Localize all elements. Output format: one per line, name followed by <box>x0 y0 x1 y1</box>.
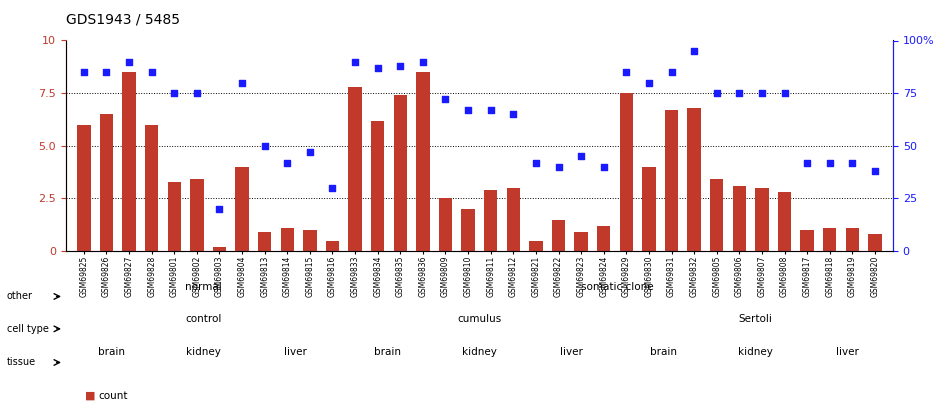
Text: GDS1943 / 5485: GDS1943 / 5485 <box>66 12 180 26</box>
Bar <box>280 228 294 251</box>
Point <box>438 96 453 103</box>
Bar <box>732 186 746 251</box>
Bar <box>619 93 633 251</box>
Point <box>76 69 91 75</box>
Bar <box>326 241 339 251</box>
Text: somatic clone: somatic clone <box>581 281 653 292</box>
Point <box>393 62 408 69</box>
Point <box>348 58 363 65</box>
Bar <box>167 181 181 251</box>
Point <box>325 185 340 191</box>
Bar <box>529 241 542 251</box>
Bar <box>642 167 656 251</box>
Bar <box>507 188 520 251</box>
Text: Sertoli: Sertoli <box>738 314 772 324</box>
Text: cell type: cell type <box>7 324 49 334</box>
Text: brain: brain <box>650 347 677 357</box>
Text: brain: brain <box>99 347 125 357</box>
Point <box>280 160 295 166</box>
Bar <box>755 188 769 251</box>
Bar <box>846 228 859 251</box>
Point <box>506 111 521 117</box>
Text: liver: liver <box>284 347 307 357</box>
Point <box>822 160 838 166</box>
Point <box>596 164 611 170</box>
Text: liver: liver <box>836 347 858 357</box>
Point <box>777 90 792 96</box>
Point <box>845 160 860 166</box>
Bar <box>439 198 452 251</box>
Point <box>212 206 227 212</box>
Text: liver: liver <box>560 347 583 357</box>
Point <box>686 48 701 54</box>
Point <box>551 164 566 170</box>
Point <box>619 69 634 75</box>
Bar <box>777 192 791 251</box>
Text: tissue: tissue <box>7 358 36 367</box>
Bar <box>462 209 475 251</box>
Point <box>528 160 543 166</box>
Bar <box>258 232 272 251</box>
Point <box>641 79 656 86</box>
Bar <box>349 87 362 251</box>
Point <box>121 58 136 65</box>
Point <box>800 160 815 166</box>
Bar <box>687 108 701 251</box>
Bar <box>303 230 317 251</box>
Text: count: count <box>99 391 128 401</box>
Point <box>370 65 385 71</box>
Bar <box>552 220 565 251</box>
Bar <box>416 72 430 251</box>
Bar <box>822 228 837 251</box>
Point <box>732 90 747 96</box>
Point <box>664 69 679 75</box>
Point <box>303 149 318 156</box>
Text: normal: normal <box>185 281 222 292</box>
Text: kidney: kidney <box>738 347 773 357</box>
Bar <box>574 232 588 251</box>
Point <box>189 90 204 96</box>
Text: kidney: kidney <box>462 347 497 357</box>
Text: cumulus: cumulus <box>457 314 502 324</box>
Point <box>166 90 181 96</box>
Point <box>235 79 250 86</box>
Point <box>415 58 431 65</box>
Point <box>144 69 159 75</box>
Point <box>461 107 476 113</box>
Bar <box>77 125 90 251</box>
Point <box>483 107 498 113</box>
Point <box>573 153 588 160</box>
Bar <box>597 226 610 251</box>
Point <box>755 90 770 96</box>
Bar <box>190 179 204 251</box>
Bar <box>800 230 814 251</box>
Text: ■: ■ <box>85 391 95 401</box>
Bar <box>371 121 384 251</box>
Bar <box>869 234 882 251</box>
Bar <box>212 247 227 251</box>
Bar <box>665 110 679 251</box>
Bar <box>122 72 136 251</box>
Point <box>258 143 273 149</box>
Bar <box>235 167 249 251</box>
Point <box>99 69 114 75</box>
Bar <box>484 190 497 251</box>
Text: other: other <box>7 292 33 301</box>
Point <box>868 168 883 174</box>
Text: brain: brain <box>374 347 401 357</box>
Text: control: control <box>185 314 222 324</box>
Bar <box>394 95 407 251</box>
Bar <box>710 179 724 251</box>
Bar <box>100 114 113 251</box>
Text: kidney: kidney <box>186 347 221 357</box>
Bar <box>145 125 159 251</box>
Point <box>709 90 724 96</box>
